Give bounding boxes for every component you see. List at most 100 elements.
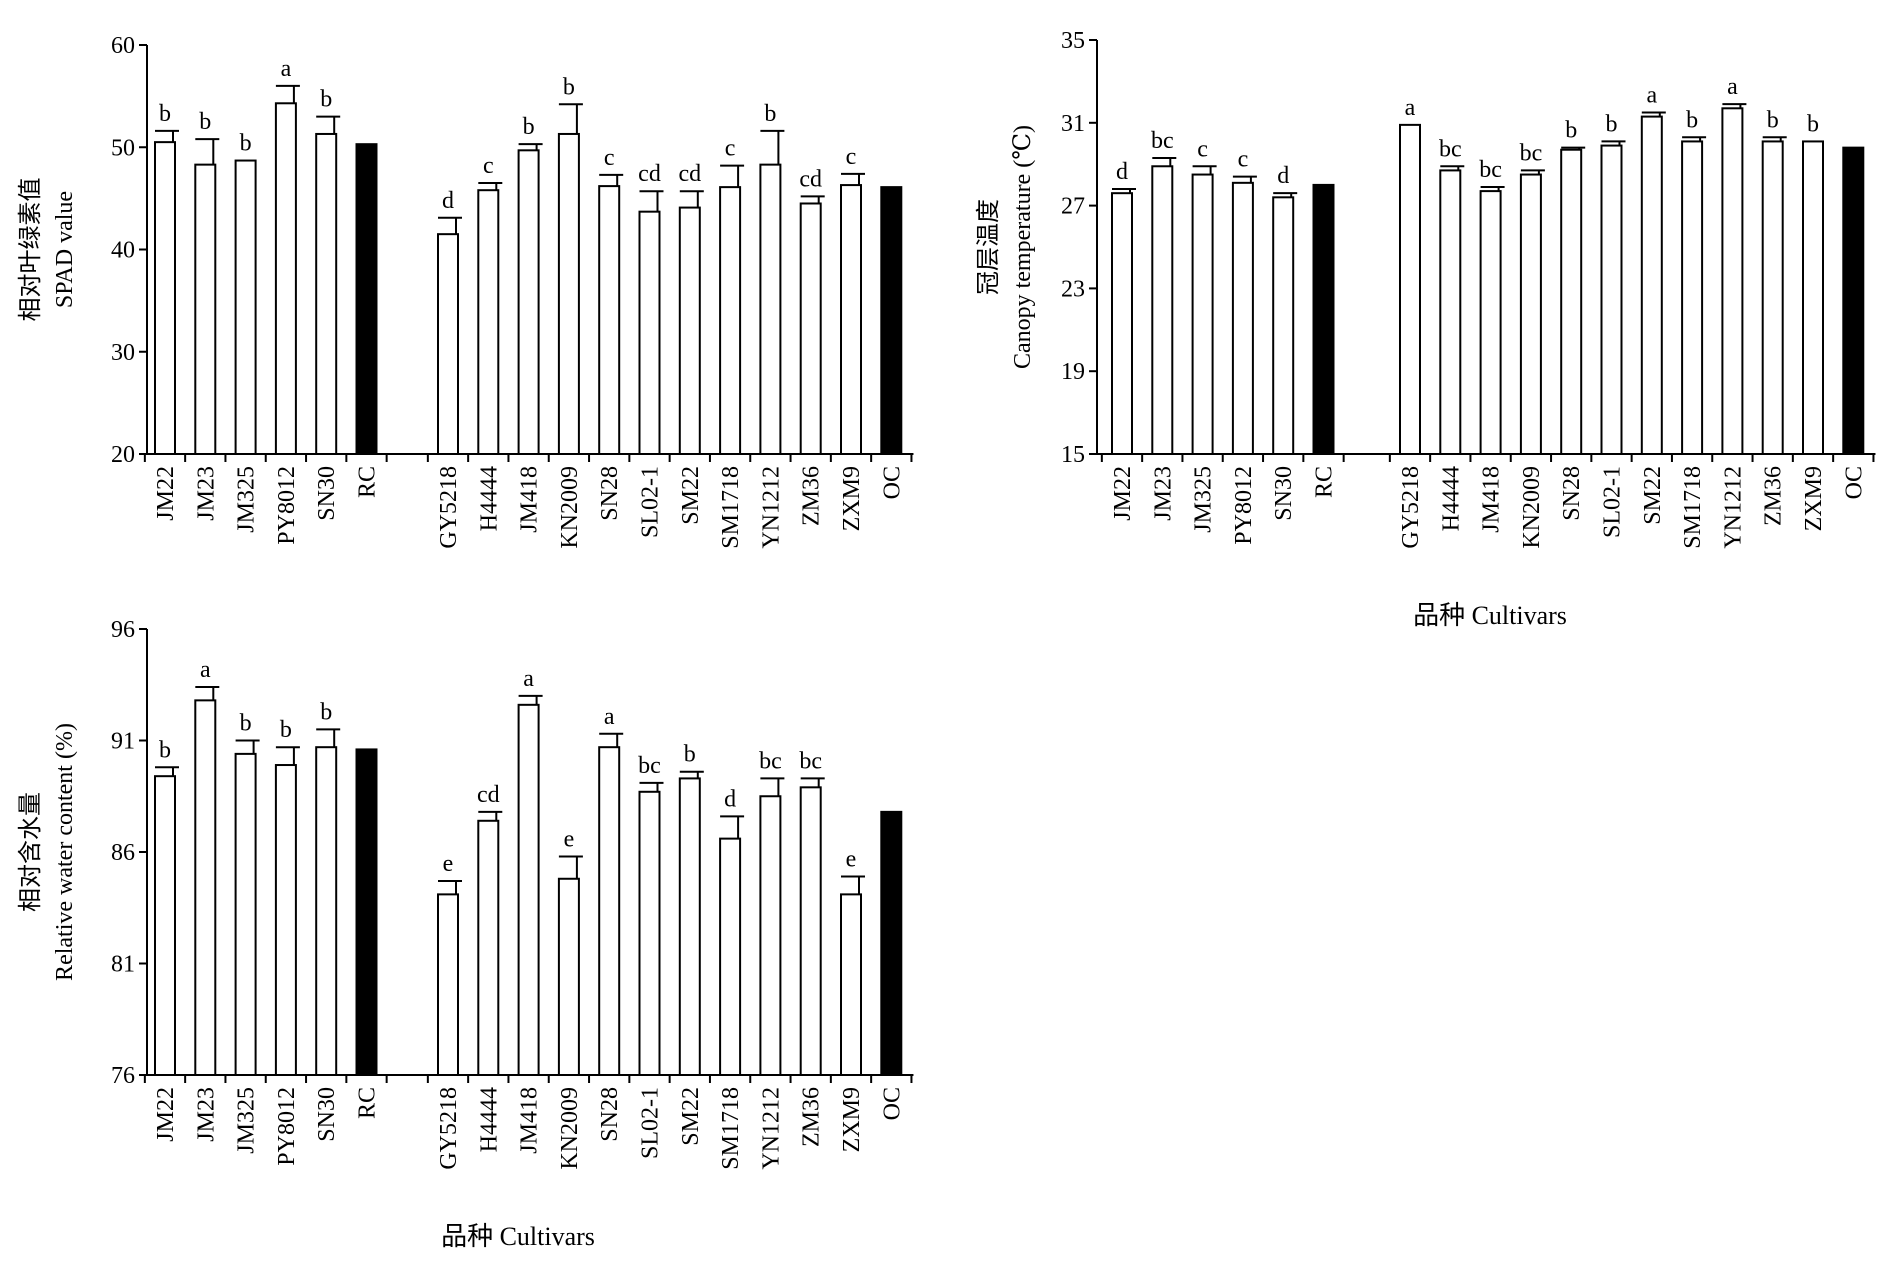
- significance-letter: bc: [1151, 128, 1174, 154]
- x-category-label: JM22: [153, 466, 179, 521]
- bar: [1479, 190, 1502, 456]
- x-category-label: KN2009: [557, 466, 583, 549]
- bar: [477, 189, 500, 455]
- bar: [1802, 140, 1824, 455]
- bar: [1761, 140, 1784, 455]
- bar: [598, 746, 621, 1076]
- y-tick-label: 50: [111, 135, 135, 161]
- significance-letter: b: [1807, 111, 1819, 137]
- bar: [315, 132, 338, 456]
- x-category-label: SM22: [678, 466, 704, 525]
- significance-letter: b: [320, 699, 332, 725]
- significance-letter: a: [523, 666, 534, 692]
- bar: [1191, 173, 1214, 456]
- significance-letter: cd: [477, 782, 500, 808]
- bar: [759, 795, 782, 1076]
- y-axis-label-cn: 相对含水量: [17, 792, 44, 912]
- significance-letter: bc: [799, 748, 822, 774]
- reference-bar: [355, 143, 378, 455]
- bar: [598, 185, 621, 455]
- bar: [234, 752, 257, 1076]
- bar: [274, 102, 297, 455]
- significance-letter: b: [1686, 107, 1698, 133]
- x-category-label: H4444: [476, 1087, 502, 1152]
- x-category-label: RC: [1312, 466, 1338, 498]
- y-tick-label: 27: [1061, 194, 1085, 220]
- x-category-label: ZM36: [799, 1087, 825, 1147]
- significance-letter: b: [199, 109, 211, 135]
- x-category-label: SN28: [597, 1087, 623, 1142]
- bar: [274, 764, 297, 1077]
- y-axis-label-cn: 冠层温度: [975, 199, 1002, 295]
- x-category-label: PY8012: [274, 1087, 300, 1166]
- significance-letter: b: [280, 717, 292, 743]
- significance-letter: cd: [638, 161, 661, 187]
- bar: [1151, 165, 1174, 456]
- x-category-label: GY5218: [1398, 466, 1424, 549]
- significance-letter: b: [240, 131, 252, 157]
- y-axis-label-en: SPAD value: [52, 191, 78, 308]
- x-category-label: PY8012: [1231, 466, 1257, 545]
- x-category-label: GY5218: [436, 466, 462, 549]
- bar: [840, 893, 862, 1076]
- x-category-label: SN30: [314, 1087, 340, 1142]
- bar: [840, 184, 862, 456]
- y-tick-label: 30: [111, 340, 135, 366]
- y-tick-label: 96: [111, 617, 135, 643]
- significance-letter: cd: [799, 166, 822, 192]
- bar: [477, 819, 500, 1077]
- significance-letter: b: [159, 101, 171, 127]
- significance-letter: d: [724, 786, 736, 812]
- bar: [437, 893, 459, 1076]
- significance-letter: d: [442, 188, 454, 214]
- significance-letter: a: [281, 56, 292, 82]
- bar: [799, 786, 822, 1077]
- bar: [194, 699, 217, 1076]
- significance-letter: e: [443, 851, 454, 877]
- x-category-label: OC: [879, 1087, 905, 1120]
- bar: [234, 159, 257, 455]
- x-category-label: PY8012: [274, 466, 300, 545]
- significance-letter: bc: [1439, 136, 1462, 162]
- x-category-label: SL02-1: [638, 466, 664, 538]
- bar: [638, 790, 661, 1076]
- bar: [1439, 169, 1462, 455]
- y-tick-label: 86: [111, 840, 135, 866]
- significance-letter: c: [1197, 136, 1208, 162]
- x-category-label: SM22: [678, 1087, 704, 1146]
- x-category-label: KN2009: [557, 1087, 583, 1170]
- panel-spad: 20 30 40 50 60 b JM22 b JM23 b JM325 a PY8012 b SN30 RC…: [17, 33, 914, 549]
- y-tick-label: 76: [111, 1063, 135, 1089]
- x-category-label: SM22: [1640, 466, 1666, 525]
- significance-letter: bc: [638, 753, 661, 779]
- significance-letter: d: [1116, 159, 1128, 185]
- y-tick-label: 15: [1061, 442, 1085, 468]
- bar: [315, 746, 338, 1076]
- x-category-label: SN28: [1559, 466, 1585, 521]
- bar: [1399, 123, 1421, 456]
- x-category-label: GY5218: [436, 1087, 462, 1170]
- bar: [799, 202, 822, 455]
- y-axis-label-cn: 相对叶绿素值: [17, 178, 44, 322]
- bar: [1519, 173, 1542, 456]
- x-category-label: RC: [355, 1087, 381, 1119]
- x-category-label: JM325: [1191, 466, 1217, 533]
- reference-bar: [1312, 183, 1335, 455]
- x-category-label: OC: [879, 466, 905, 499]
- x-category-label: JM418: [1479, 466, 1505, 533]
- x-category-label: KN2009: [1519, 466, 1545, 549]
- x-category-label: JM23: [193, 1087, 219, 1142]
- panel-relative-water-content: 76 81 86 91 96 b JM22 a JM23 b JM325 b PY8012 b SN30 RC…: [17, 617, 914, 1170]
- y-axis-label-en: Relative water content (%): [52, 723, 78, 981]
- significance-letter: bc: [759, 748, 782, 774]
- y-tick-label: 40: [111, 238, 135, 264]
- bar: [1721, 107, 1744, 455]
- y-tick-label: 60: [111, 33, 135, 59]
- significance-letter: c: [1238, 147, 1249, 173]
- significance-letter: b: [1606, 111, 1618, 137]
- significance-letter: b: [1565, 118, 1577, 144]
- x-category-label: JM418: [517, 466, 543, 533]
- significance-letter: a: [604, 704, 615, 730]
- significance-letter: d: [1277, 163, 1289, 189]
